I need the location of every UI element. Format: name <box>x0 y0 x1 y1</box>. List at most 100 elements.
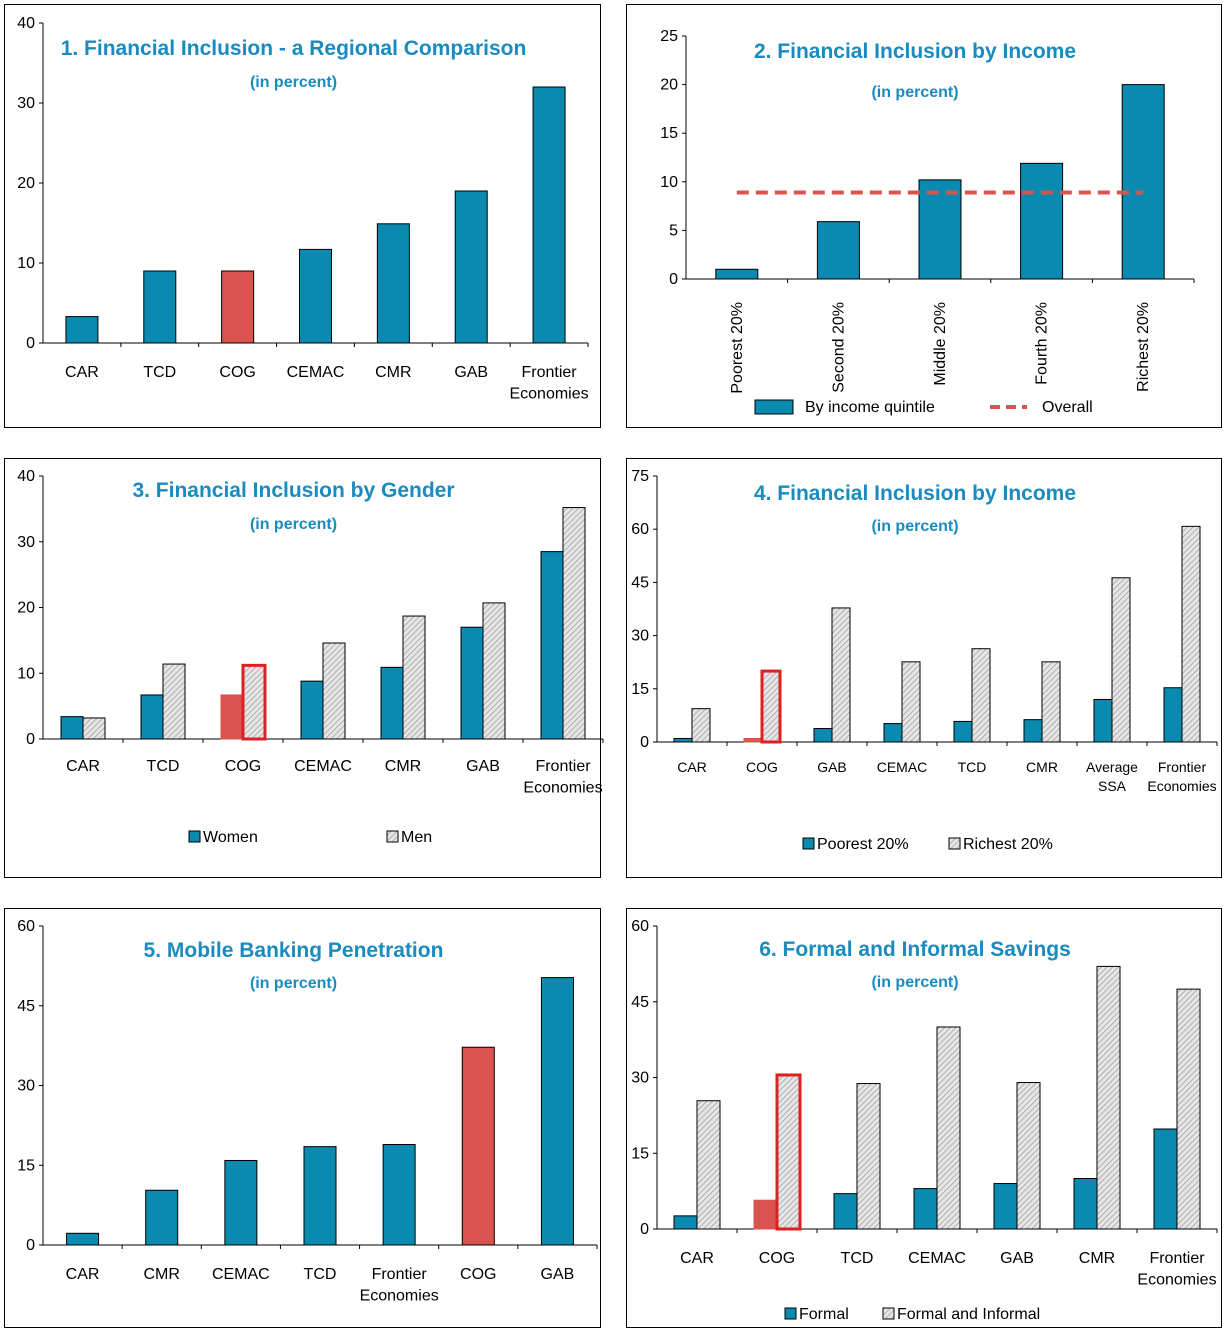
bar-formal-and-informal-car <box>696 1100 721 1230</box>
x-tick-label: CEMAC <box>294 758 352 775</box>
chart-1-svg: 1. Financial Inclusion - a Regional Comp… <box>17 15 588 403</box>
legend-swatch-formal <box>784 1307 797 1320</box>
bar-women-cog <box>220 694 244 740</box>
x-tick-label: COG <box>225 758 261 775</box>
y-tick-label: 45 <box>631 574 649 591</box>
x-tick-label: CAR <box>66 758 100 775</box>
legend-label-overall: Overall <box>1042 399 1093 416</box>
chart-title: 5. Mobile Banking Penetration <box>144 939 444 962</box>
y-tick-label: 10 <box>17 665 35 682</box>
y-tick-label: 45 <box>17 998 35 1015</box>
bar-value-gab <box>454 190 488 344</box>
bar-value-cmr <box>376 223 410 344</box>
bar-richest-20--car <box>691 708 711 743</box>
bar-formal-and-informal-cmr <box>1096 965 1121 1230</box>
bar-formal-and-informal-gab <box>1016 1082 1041 1230</box>
y-tick-label: 30 <box>17 95 35 112</box>
legend-label-men: Men <box>401 829 432 846</box>
bar-poorest-20--cemac <box>883 723 903 743</box>
bar-women-frontier-economies <box>540 551 564 740</box>
y-tick-label: 60 <box>631 521 649 538</box>
bar-richest-20--average-ssa <box>1111 577 1131 743</box>
x-tick-label: CMR <box>375 364 411 381</box>
y-tick-label: 10 <box>17 255 35 272</box>
chart-6-svg: 6. Formal and Informal Savings (in percen… <box>631 918 1218 1323</box>
x-tick-label: Second 20% <box>830 302 847 393</box>
bar-formal-frontier-economies <box>1153 1128 1178 1230</box>
bar-value-car <box>65 316 99 344</box>
y-tick-label: 0 <box>640 734 649 751</box>
x-tick-label: CAR <box>677 759 707 775</box>
x-tick-label: Average SSA <box>1086 759 1138 794</box>
y-tick-label: 25 <box>660 28 678 45</box>
y-tick-label: 15 <box>660 125 678 142</box>
y-tick-label: 0 <box>26 335 35 352</box>
bar-value-frontier-economies <box>382 1144 416 1246</box>
legend-label-formal-and-informal: Formal and Informal <box>897 1306 1040 1323</box>
chart-subtitle: (in percent) <box>250 975 337 992</box>
legend-label-poorest-20-: Poorest 20% <box>817 836 909 853</box>
bar-richest-20--cog <box>760 669 782 744</box>
y-tick-label: 15 <box>631 1145 649 1162</box>
bar-men-cmr <box>402 615 426 740</box>
x-tick-label: GAB <box>1000 1250 1034 1267</box>
bar-value-cog <box>221 270 255 344</box>
y-tick-label: 30 <box>631 1070 649 1087</box>
bar-poorest-20--frontier-economies <box>1163 687 1183 743</box>
bar-value-cemac <box>299 248 332 344</box>
x-tick-label: Richest 20% <box>1135 302 1152 392</box>
bar-men-frontier-economies <box>562 507 586 740</box>
x-tick-label: TCD <box>147 758 180 775</box>
bar-formal-and-informal-tcd <box>856 1083 881 1230</box>
x-tick-label: GAB <box>466 758 500 775</box>
bar-women-car <box>60 716 84 740</box>
bar-poorest-20--tcd <box>953 720 973 743</box>
bar-by-income-quintile-second-20- <box>816 221 860 280</box>
chart-title: 6. Formal and Informal Savings <box>759 938 1071 961</box>
bar-formal-gab <box>993 1183 1018 1230</box>
bar-by-income-quintile-fourth-20- <box>1020 162 1064 280</box>
y-tick-label: 0 <box>26 1237 35 1254</box>
legend-label-formal: Formal <box>799 1306 849 1323</box>
bar-men-gab <box>482 602 506 740</box>
legend-swatch-formal-and-informal <box>882 1307 895 1320</box>
chart-4-svg: 4. Financial Inclusion by Income (in perc… <box>631 468 1218 853</box>
x-tick-label: CMR <box>143 1266 179 1283</box>
bar-poorest-20--cmr <box>1023 719 1043 743</box>
bar-value-frontier-economies <box>532 86 566 344</box>
x-tick-label: COG <box>219 364 255 381</box>
bar-richest-20--cemac <box>901 661 921 743</box>
bar-formal-car <box>673 1215 698 1230</box>
chart-title: 1. Financial Inclusion - a Regional Comp… <box>61 37 527 60</box>
x-tick-label: CEMAC <box>212 1266 270 1283</box>
x-tick-label: Fourth 20% <box>1034 302 1051 385</box>
y-tick-label: 30 <box>17 534 35 551</box>
x-tick-label: TCD <box>304 1266 337 1283</box>
y-tick-label: 20 <box>17 600 35 617</box>
bar-women-tcd <box>140 694 164 740</box>
chart-5-svg: 5. Mobile Banking Penetration (in percent… <box>17 918 598 1305</box>
chart-subtitle: (in percent) <box>250 74 337 91</box>
y-tick-label: 5 <box>669 222 678 239</box>
chart-subtitle: (in percent) <box>871 974 958 991</box>
y-tick-label: 0 <box>26 731 35 748</box>
bar-men-car <box>82 717 106 740</box>
bar-value-cog <box>461 1046 495 1246</box>
legend-swatch-by-income <box>754 399 794 415</box>
bar-value-tcd <box>303 1146 337 1246</box>
bar-formal-and-informal-cog <box>775 1073 802 1231</box>
chart-3-svg: 3. Financial Inclusion by Gender (in perc… <box>17 468 604 846</box>
x-tick-label: CAR <box>65 364 99 381</box>
bar-by-income-quintile-poorest-20- <box>715 268 759 280</box>
chart-panel-3: 3. Financial Inclusion by Gender (in perc… <box>4 458 604 878</box>
x-tick-label: CMR <box>1079 1250 1115 1267</box>
y-tick-label: 30 <box>17 1078 35 1095</box>
chart-panel-1: 1. Financial Inclusion - a Regional Comp… <box>4 4 601 428</box>
bar-value-cmr <box>145 1189 179 1246</box>
legend-label-by-income: By income quintile <box>805 399 935 416</box>
x-tick-label: COG <box>460 1266 496 1283</box>
chart-title: 3. Financial Inclusion by Gender <box>132 479 454 502</box>
bar-value-car <box>66 1232 100 1246</box>
bar-value-tcd <box>143 270 177 344</box>
x-tick-label: GAB <box>817 759 847 775</box>
